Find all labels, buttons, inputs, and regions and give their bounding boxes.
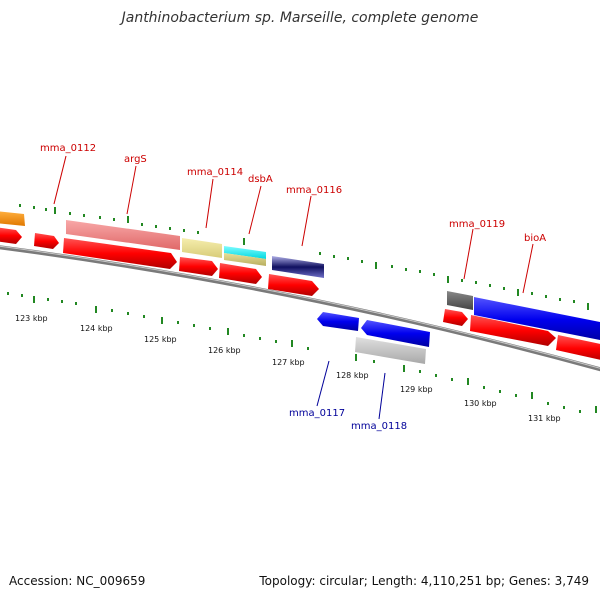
gene-label-mma-0114: mma_0114 [187,167,243,178]
gene-label-mma-0116: mma_0116 [286,185,342,196]
cds-forward [470,315,556,346]
ruler-label: 124 kbp [80,324,113,333]
cds-forward [268,274,319,296]
feature-mma-0116 [272,256,324,278]
cds-reverse-mma-0117 [317,312,359,331]
cds-reverse-mma-0118 [361,320,430,347]
gene-label-mma-0117: mma_0117 [289,408,345,419]
feature-dsbA-cyan [224,246,266,259]
cds-forward [556,335,600,360]
forward-gene-labels: mma_0112 argS mma_0114 dsbA mma_0116 mma… [40,143,546,294]
gene-label-dsbA: dsbA [248,174,273,185]
gene-label-mma-0119: mma_0119 [449,219,505,230]
feature-argS [182,238,222,258]
cds-forward [179,257,218,276]
gene-label-mma-0112: mma_0112 [40,143,96,154]
feature-dsbA-olive [224,253,266,266]
cds-forward [443,309,468,326]
ruler-label: 128 kbp [336,371,369,380]
reverse-gene-labels: mma_0117 mma_0118 [289,360,407,432]
topology-text: Topology: circular; Length: 4,110,251 bp… [259,574,589,588]
feature-mma-0112 [66,220,180,250]
lower-tick-ruler [7,292,597,413]
feature-bioA [474,297,600,341]
feature-mma-0119 [447,291,473,310]
ruler-label: 129 kbp [400,385,433,394]
cds-forward [34,233,59,249]
ruler-label: 123 kbp [15,314,48,323]
cds-forward [219,263,262,284]
map-title: Janthinobacterium sp. Marseille, complet… [121,10,479,26]
feature-mma-0118-grey [355,337,426,364]
ruler-label: 125 kbp [144,335,177,344]
feature-orange [0,211,25,226]
ruler-label: 131 kbp [528,414,561,423]
cds-forward [63,238,177,269]
gene-label-mma-0118: mma_0118 [351,421,407,432]
ruler-label: 126 kbp [208,346,241,355]
ruler-labels: 123 kbp 124 kbp 125 kbp 126 kbp 127 kbp … [15,314,561,423]
accession-text: Accession: NC_009659 [9,574,146,588]
ruler-label: 127 kbp [272,358,305,367]
gene-label-argS: argS [124,154,147,165]
upper-tick-ruler [19,204,589,310]
gene-label-bioA: bioA [524,233,546,244]
genome-backbone [0,245,600,372]
ruler-label: 130 kbp [464,399,497,408]
cds-forward [0,227,22,244]
